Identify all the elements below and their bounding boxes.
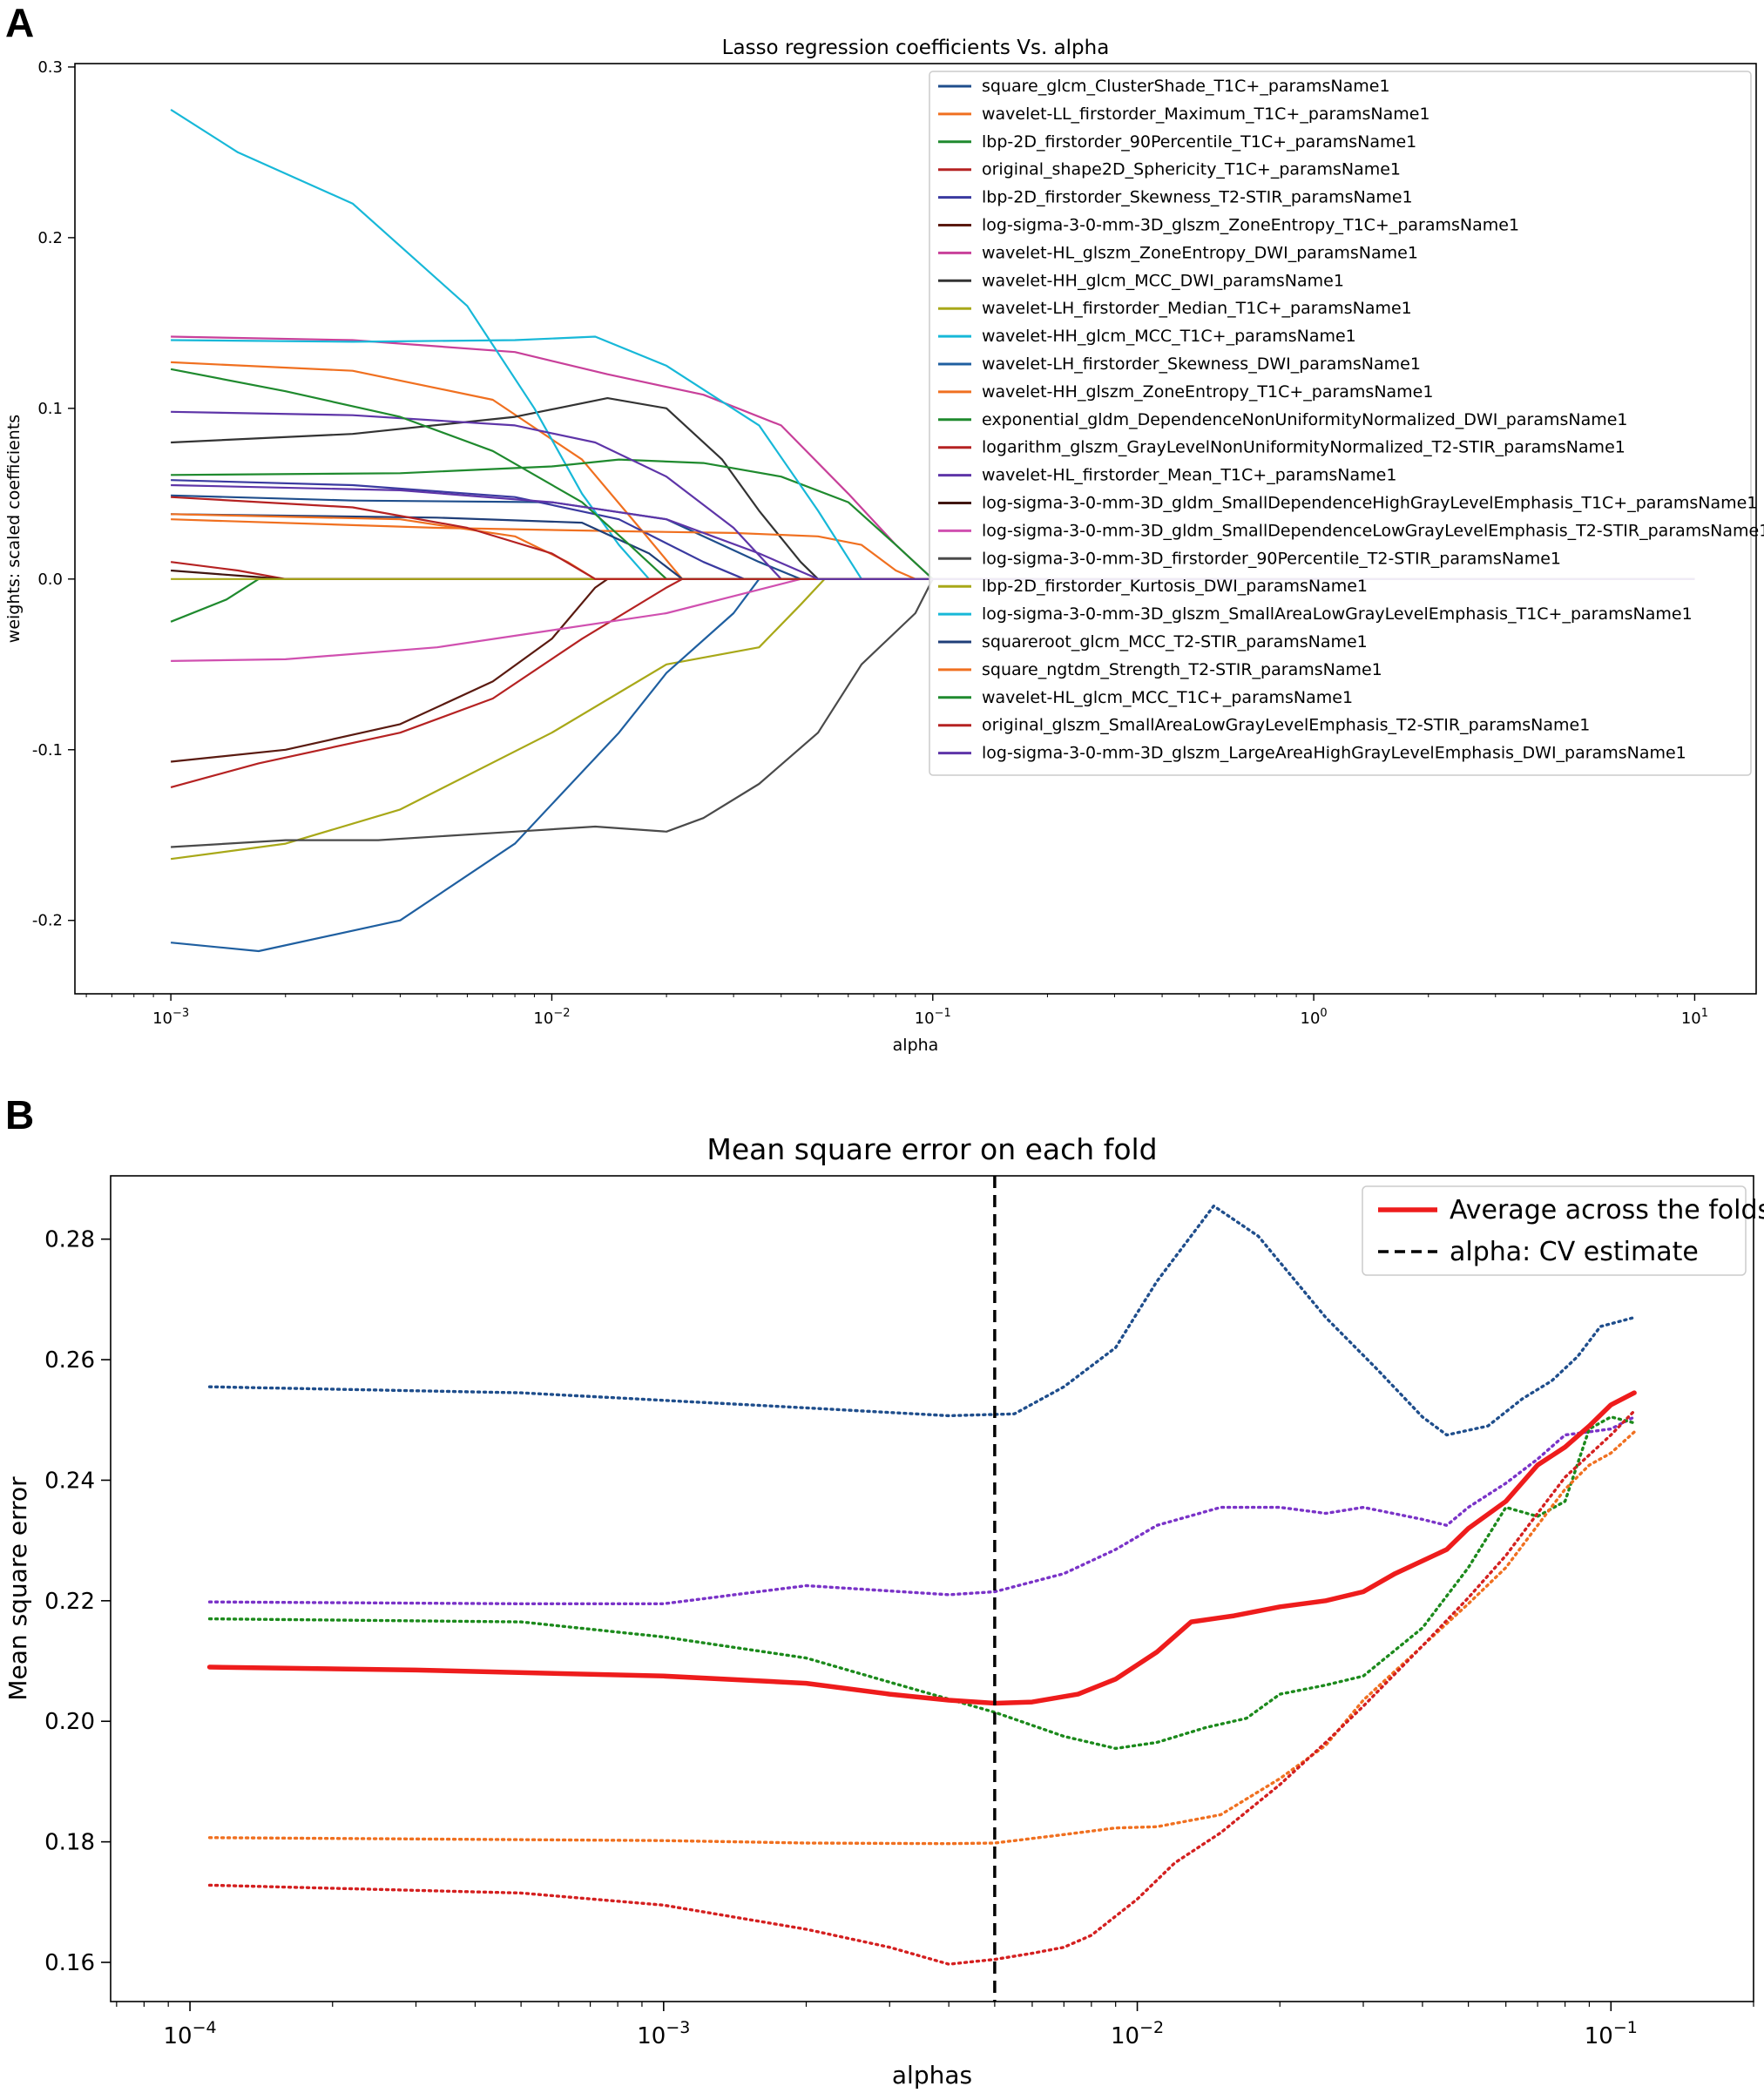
panel-a-legend-entry: log-sigma-3-0-mm-3D_gldm_SmallDependence…: [982, 494, 1757, 513]
panel-a-frame: [74, 63, 1757, 995]
panel-a-legend-entry: wavelet-HL_glcm_MCC_T1C+_paramsName1: [982, 688, 1353, 707]
panel-a-x-tick-label: 10−2: [533, 1007, 570, 1028]
panel-a-series-line: [171, 577, 1695, 848]
panel-a-series-line: [170, 577, 1695, 861]
panel-a-letter: A: [5, 0, 34, 45]
panel-a-legend-entry: wavelet-HH_glcm_MCC_DWI_paramsName1: [982, 271, 1344, 290]
panel-b-fold-line: [207, 1415, 1636, 1605]
panel-a-legend-entry: square_ngtdm_Strength_T2-STIR_paramsName…: [982, 660, 1382, 679]
panel-b-fold-line: [207, 1415, 1636, 1751]
panel-b-frame: [110, 1175, 1754, 2002]
panel-a-series-line: [170, 577, 1695, 953]
panel-a-series-line: [170, 577, 1695, 763]
panel-a: A Lasso regression coefficients Vs. alph…: [4, 0, 1764, 1055]
panel-a-legend-entry: lbp-2D_firstorder_Kurtosis_DWI_paramsNam…: [982, 577, 1368, 596]
panel-b-y-label: Mean square error: [3, 1476, 32, 1701]
panel-a-legend-entry: square_glcm_ClusterShade_T1C+_paramsName…: [982, 77, 1390, 96]
panel-a-y-tick-label: -0.2: [32, 912, 63, 930]
panel-a-y-tick-label: 0.1: [37, 400, 63, 418]
panel-a-x-tick-label: 10−3: [152, 1007, 189, 1028]
panel-a-series-line: [171, 335, 1695, 580]
panel-b-legend-entry: alpha: CV estimate: [1450, 1237, 1699, 1267]
panel-b-x-tick-label: 10−1: [1585, 2018, 1638, 2049]
panel-b-letter: B: [5, 1092, 34, 1138]
panel-a-x-tick-label: 10−1: [915, 1007, 951, 1028]
panel-a-y-tick-label: 0.2: [37, 229, 63, 247]
panel-a-legend-entry: wavelet-HL_glszm_ZoneEntropy_DWI_paramsN…: [982, 243, 1418, 262]
panel-b-y-tick-label: 0.16: [44, 1950, 95, 1976]
panel-b-y-tick-label: 0.20: [44, 1709, 95, 1735]
panel-a-x-label: alpha: [893, 1036, 939, 1055]
panel-b-legend: Average across the folds alpha: CV estima…: [1362, 1185, 1764, 1276]
panel-a-legend-entry: wavelet-LH_firstorder_Skewness_DWI_param…: [982, 354, 1421, 374]
panel-b: B Mean square error on each fold 10−4 10−…: [3, 1092, 1764, 2090]
panel-a-y-tick-label: 0.0: [37, 571, 63, 589]
panel-a-y-label: weights: scaled coefficients: [4, 415, 24, 643]
panel-b-average-line: [206, 1390, 1637, 1706]
panel-a-series: [170, 108, 1695, 953]
panel-a-legend-entry: log-sigma-3-0-mm-3D_firstorder_90Percent…: [982, 549, 1561, 568]
panel-a-legend-entry: log-sigma-3-0-mm-3D_gldm_SmallDependence…: [982, 521, 1764, 540]
panel-a-legend-entry: wavelet-LL_firstorder_Maximum_T1C+_param…: [982, 105, 1430, 124]
panel-a-title: Lasso regression coefficients Vs. alpha: [722, 37, 1110, 59]
panel-b-fold-line: [207, 1409, 1636, 1966]
panel-b-legend-entry: Average across the folds: [1450, 1195, 1764, 1225]
panel-a-legend-entry: log-sigma-3-0-mm-3D_glszm_LargeAreaHighG…: [982, 744, 1686, 763]
panel-b-y-tick-label: 0.28: [44, 1227, 95, 1253]
panel-a-legend-entry: original_shape2D_Sphericity_T1C+_paramsN…: [982, 160, 1401, 179]
panel-a-series-line: [170, 577, 1695, 788]
panel-b-legend-box: [1362, 1185, 1747, 1276]
panel-a-x-tick-label: 100: [1301, 1007, 1328, 1028]
panel-a-series-line: [171, 518, 1695, 580]
panel-a-legend-entry: squareroot_glcm_MCC_T2-STIR_paramsName1: [982, 632, 1368, 652]
panel-a-legend-entry: log-sigma-3-0-mm-3D_glszm_ZoneEntropy_T1…: [982, 216, 1519, 235]
panel-a-legend-entry: lbp-2D_firstorder_Skewness_T2-STIR_param…: [982, 188, 1413, 207]
panel-a-series-line: [171, 458, 1695, 580]
panel-b-x-tick-label: 10−4: [164, 2018, 217, 2049]
panel-b-fold-line: [207, 1430, 1636, 1846]
panel-b-title: Mean square error on each fold: [706, 1132, 1157, 1166]
panel-a-legend-entry: log-sigma-3-0-mm-3D_glszm_SmallAreaLowGr…: [982, 604, 1693, 624]
panel-a-x-tick-label: 101: [1681, 1007, 1708, 1028]
panel-a-series-line: [171, 483, 1695, 580]
panel-a-legend-entry: lbp-2D_firstorder_90Percentile_T1C+_para…: [982, 132, 1416, 152]
panel-a-series-line: [171, 577, 1695, 662]
panel-a-legend: square_glcm_ClusterShade_T1C+_paramsName…: [929, 71, 1764, 776]
panel-a-series-line: [171, 496, 1695, 580]
panel-b-axes: 10−4 10−3 10−2 10−1 0.28 0.26 0.24 0.22 0.20 0.18…: [44, 1227, 1754, 2049]
panel-a-legend-entry: wavelet-HH_glszm_ZoneEntropy_T1C+_params…: [982, 382, 1433, 402]
panel-a-legend-entry: original_glszm_SmallAreaLowGrayLevelEmph…: [982, 716, 1590, 735]
panel-a-legend-entry: exponential_gldm_DependenceNonUniformity…: [982, 410, 1628, 429]
panel-a-legend-entry: logarithm_glszm_GrayLevelNonUniformityNo…: [982, 438, 1625, 457]
panel-b-fold-line: [207, 1204, 1636, 1437]
panel-a-legend-entry: wavelet-LH_firstorder_Median_T1C+_params…: [982, 299, 1412, 318]
panel-b-y-tick-label: 0.26: [44, 1347, 95, 1374]
panel-b-y-tick-label: 0.22: [44, 1589, 95, 1615]
panel-a-y-tick-label: -0.1: [32, 741, 63, 760]
panel-a-legend-box: [929, 71, 1752, 776]
panel-b-y-tick-label: 0.24: [44, 1468, 95, 1494]
panel-b-series: [206, 1176, 1637, 2002]
panel-b-x-tick-label: 10−2: [1111, 2018, 1164, 2049]
panel-a-axes: 10−3 10−2 10−1 100 101 0.3 0.2 0.1 0.0 -0.1 -0.2: [32, 58, 1708, 1028]
panel-a-series-line: [171, 410, 1695, 580]
panel-a-series-line: [170, 108, 1695, 580]
panel-a-legend-entry: wavelet-HL_firstorder_Mean_T1C+_paramsNa…: [982, 466, 1396, 485]
panel-a-legend-entry: wavelet-HH_glcm_MCC_T1C+_paramsName1: [982, 327, 1356, 346]
panel-b-x-label: alphas: [892, 2061, 972, 2090]
panel-a-series-line: [170, 368, 1695, 580]
panel-b-x-tick-label: 10−3: [637, 2018, 690, 2049]
panel-a-series-line: [171, 397, 1695, 580]
panel-b-y-tick-label: 0.18: [44, 1830, 95, 1856]
panel-a-y-tick-label: 0.3: [37, 58, 63, 77]
